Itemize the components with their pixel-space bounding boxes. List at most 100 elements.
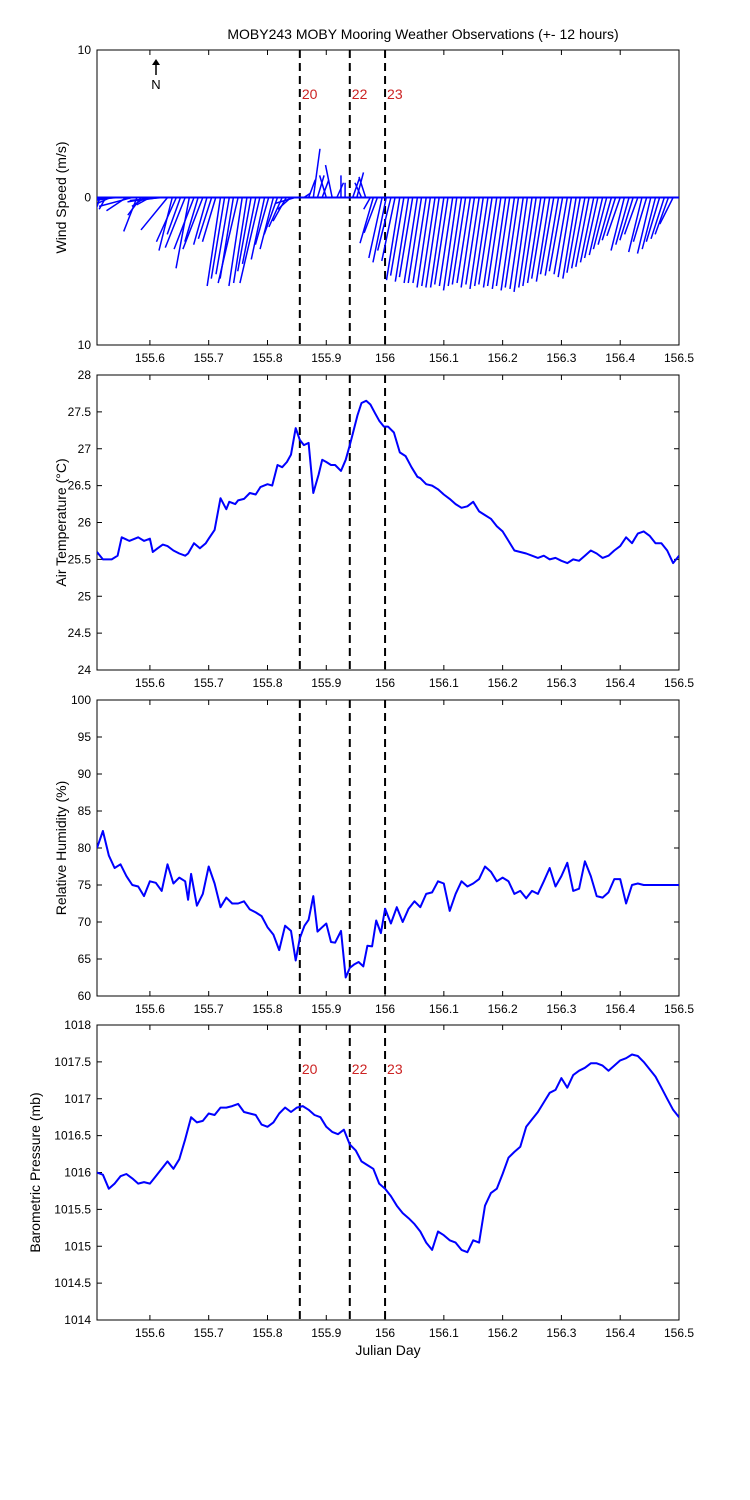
wind-stick <box>597 197 613 245</box>
y-tick-label: 1017 <box>64 1092 91 1106</box>
wind-stick <box>504 197 520 288</box>
wind-stick <box>398 197 414 278</box>
data-layer <box>97 1053 679 1254</box>
wind-stick <box>615 197 630 245</box>
y-tick-label: 27.5 <box>68 405 92 419</box>
x-tick-label: 156.5 <box>664 1326 694 1340</box>
x-tick-label: 156.2 <box>488 1326 518 1340</box>
x-tick-label: 156.1 <box>429 676 459 690</box>
y-axis-label: Relative Humidity (%) <box>53 781 69 916</box>
y-tick-label: 100 <box>71 693 91 707</box>
x-tick-label: 155.9 <box>311 676 341 690</box>
wind-stick <box>232 197 248 284</box>
x-tick-label: 155.6 <box>135 676 165 690</box>
wind-stick <box>372 197 387 263</box>
y-tick-label: 70 <box>78 915 92 929</box>
x-tick-label: 155.6 <box>135 351 165 365</box>
y-tick-label: 0 <box>84 191 91 205</box>
y-tick-label: 60 <box>78 989 92 1003</box>
y-tick-label: 10 <box>78 338 92 352</box>
x-tick-label: 156.5 <box>664 1002 694 1016</box>
wind-stick <box>394 197 410 282</box>
x-tick-label: 155.9 <box>311 351 341 365</box>
wind-stick <box>451 197 467 285</box>
x-tick-label: 156 <box>375 676 395 690</box>
wind-stick <box>566 197 581 273</box>
x-tick-label: 155.6 <box>135 1002 165 1016</box>
wind-stick <box>254 197 270 245</box>
chart-title: MOBY243 MOBY Mooring Weather Observation… <box>227 26 618 42</box>
event-label: 23 <box>387 1061 403 1077</box>
wind-stick <box>535 197 551 282</box>
wind-stick <box>368 197 383 259</box>
wind-stick <box>553 197 569 275</box>
plot-frame <box>96 699 680 997</box>
wind-stick <box>312 148 321 198</box>
series-line <box>97 830 679 979</box>
wind-stick <box>215 197 231 275</box>
wind-stick <box>438 197 454 287</box>
wind-stick <box>645 197 661 242</box>
wind-stick <box>473 197 489 287</box>
x-tick-label: 156.4 <box>605 351 635 365</box>
wind-stick <box>429 197 445 288</box>
wind-stick <box>579 197 595 263</box>
x-tick-label: 155.9 <box>311 1326 341 1340</box>
wind-stick <box>636 197 652 254</box>
wind-stick <box>403 197 419 284</box>
y-tick-label: 1016.5 <box>54 1129 91 1143</box>
x-tick-label: 156.1 <box>429 1002 459 1016</box>
x-tick-label: 156.2 <box>488 351 518 365</box>
plot-frame <box>96 374 680 671</box>
wind-stick <box>522 197 537 287</box>
wind-stick <box>182 197 204 250</box>
event-label: 22 <box>352 86 368 102</box>
wind-stick <box>210 197 226 279</box>
wind-stick <box>425 197 440 288</box>
wind-stick <box>356 172 365 198</box>
wind-stick <box>610 197 626 251</box>
y-tick-label: 25 <box>78 589 92 603</box>
x-axis-label: Julian Day <box>355 1342 420 1358</box>
wind-stick <box>359 197 375 244</box>
wind-stick <box>98 196 133 208</box>
wind-stick <box>526 197 542 284</box>
wind-stick <box>478 197 493 285</box>
wind-stick <box>575 197 590 267</box>
wind-stick <box>654 197 670 235</box>
y-tick-label: 26 <box>78 516 92 530</box>
y-tick-label: 24.5 <box>68 626 92 640</box>
north-arrow-icon: N <box>151 59 161 92</box>
wind-stick <box>623 197 639 235</box>
wind-stick <box>239 197 261 284</box>
event-label: 23 <box>387 86 403 102</box>
wind-stick <box>140 197 169 231</box>
data-layer <box>97 148 679 293</box>
wind-stick <box>358 176 367 198</box>
x-tick-label: 156.2 <box>488 676 518 690</box>
y-axis-label: Barometric Pressure (mb) <box>27 1092 43 1252</box>
wind-stick <box>274 196 296 205</box>
y-axis-label: Wind Speed (m/s) <box>53 141 69 253</box>
wind-stick <box>316 175 325 198</box>
x-tick-label: 155.8 <box>252 1326 282 1340</box>
wind-stick <box>500 197 516 291</box>
x-tick-label: 155.8 <box>252 1002 282 1016</box>
wind-stick <box>447 197 463 287</box>
wind-stick <box>641 197 657 250</box>
wind-stick <box>155 197 178 243</box>
wind-stick <box>583 197 599 259</box>
wind-stick <box>570 197 586 269</box>
wind-stick <box>324 164 333 198</box>
wind-stick <box>486 197 502 287</box>
series-line <box>97 399 679 565</box>
x-tick-label: 155.7 <box>194 1002 224 1016</box>
wind-stick <box>619 197 634 241</box>
wind-stick <box>201 197 217 242</box>
y-tick-label: 1017.5 <box>54 1055 91 1069</box>
wind-stick <box>217 197 239 284</box>
x-tick-label: 155.6 <box>135 1326 165 1340</box>
y-tick-label: 1015 <box>64 1239 91 1253</box>
x-tick-label: 156 <box>375 1326 395 1340</box>
wind-stick <box>381 197 396 262</box>
